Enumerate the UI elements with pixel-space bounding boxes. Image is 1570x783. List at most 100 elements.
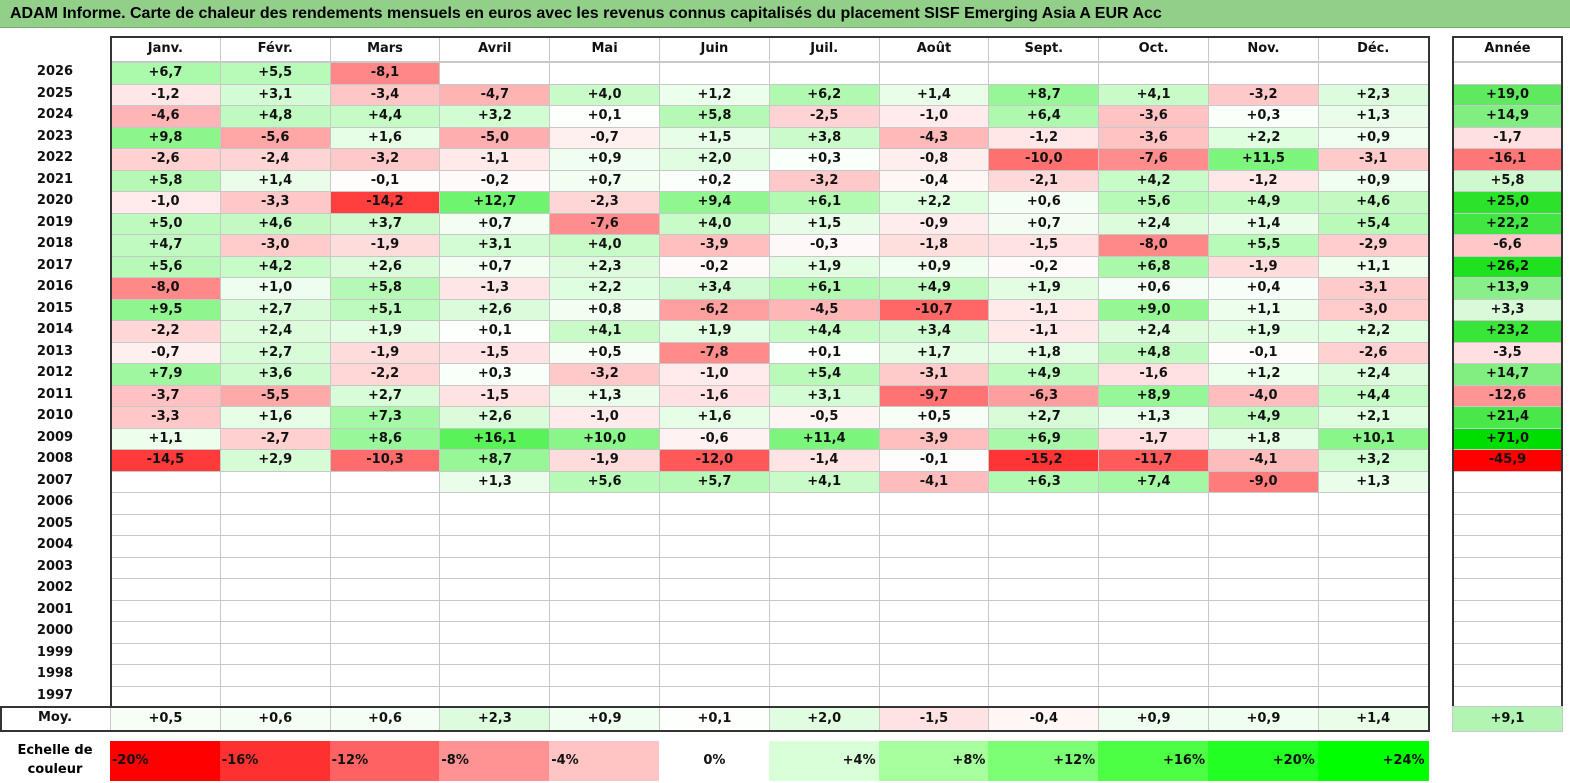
annual-cell: +19,0 — [1452, 83, 1563, 106]
heatmap-cell: -5,0 — [439, 126, 551, 149]
heatmap-cell — [659, 621, 770, 644]
year-label: 2021 — [0, 169, 110, 192]
heatmap-cell — [110, 535, 221, 558]
heatmap-cell: -3,1 — [1317, 148, 1429, 171]
heatmap-cell: -0,9 — [878, 212, 990, 235]
heatmap-cell: +9,0 — [1098, 298, 1209, 321]
heatmap-cell: -3,3 — [219, 191, 331, 214]
heatmap-cell — [768, 664, 880, 687]
heatmap-cell: -7,6 — [549, 212, 660, 235]
heatmap-cell: +5,4 — [1317, 212, 1429, 235]
heatmap-cell: +1,6 — [219, 406, 331, 429]
heatmap-cell: +8,6 — [329, 427, 441, 450]
heatmap-cell — [878, 599, 990, 622]
heatmap-cell — [1208, 664, 1319, 687]
heatmap-cell — [878, 642, 990, 665]
heatmap-cell: +0,6 — [988, 191, 1100, 214]
heatmap-cell — [329, 685, 441, 708]
heatmap-cell — [219, 599, 331, 622]
heatmap-cell: +10,1 — [1317, 427, 1429, 450]
heatmap-cell — [768, 556, 880, 579]
heatmap-cell: +1,6 — [329, 126, 441, 149]
heatmap-cell: +16,1 — [439, 427, 551, 450]
heatmap-cell: +4,4 — [1317, 384, 1429, 407]
annual-cell — [1452, 556, 1563, 579]
year-label: 2017 — [0, 255, 110, 278]
heatmap-cell: -1,9 — [549, 449, 660, 472]
color-scale-stop: +16% — [1098, 741, 1209, 781]
heatmap-cell: +5,5 — [219, 62, 331, 85]
heatmap-cell: -0,7 — [549, 126, 660, 149]
heatmap-cell: -7,6 — [1098, 148, 1209, 171]
heatmap-cell: +8,9 — [1098, 384, 1209, 407]
heatmap-cell — [878, 556, 990, 579]
heatmap-cell — [1208, 62, 1319, 85]
heatmap-cell: +0,7 — [988, 212, 1100, 235]
heatmap-cell: +0,1 — [768, 341, 880, 364]
heatmap-cell: +4,8 — [1098, 341, 1209, 364]
heatmap-cell: +5,0 — [110, 212, 221, 235]
heatmap-cell — [768, 621, 880, 644]
heatmap-cell — [659, 492, 770, 515]
heatmap-cell: -1,0 — [549, 406, 660, 429]
heatmap-cell — [329, 664, 441, 687]
average-cell: +0,9 — [549, 706, 660, 732]
heatmap-cell: +0,1 — [549, 105, 660, 128]
heatmap-cell: -8,0 — [1098, 234, 1209, 257]
heatmap-cell — [549, 642, 660, 665]
heatmap-cell: +10,0 — [549, 427, 660, 450]
heatmap-cell: +1,9 — [768, 255, 880, 278]
chart-title: ADAM Informe. Carte de chaleur des rende… — [0, 0, 1570, 28]
heatmap-cell — [659, 62, 770, 85]
heatmap-cell: +0,7 — [439, 212, 551, 235]
heatmap-cell: +2,2 — [1317, 320, 1429, 343]
heatmap-cell: +4,2 — [1098, 169, 1209, 192]
heatmap-cell: +2,4 — [1317, 363, 1429, 386]
year-label: 2025 — [0, 83, 110, 106]
annual-cell: -1,7 — [1452, 126, 1563, 149]
annual-cell — [1452, 535, 1563, 558]
year-label: 2019 — [0, 212, 110, 235]
heatmap-cell: -3,2 — [1208, 83, 1319, 106]
heatmap-cell — [110, 642, 221, 665]
heatmap-cell: +2,3 — [1317, 83, 1429, 106]
heatmap-cell: -3,1 — [878, 363, 990, 386]
heatmap-cell: -3,0 — [219, 234, 331, 257]
annual-cell: -3,5 — [1452, 341, 1563, 364]
heatmap-cell: -1,5 — [439, 341, 551, 364]
annual-cell — [1452, 621, 1563, 644]
month-header: Janv. — [110, 36, 221, 62]
heatmap-cell: +1,8 — [1208, 427, 1319, 450]
heatmap-cell: +0,9 — [1317, 126, 1429, 149]
color-scale-stop: +4% — [768, 741, 880, 781]
heatmap-cell — [1208, 492, 1319, 515]
heatmap-cell — [439, 685, 551, 708]
heatmap-cell: +2,6 — [439, 406, 551, 429]
heatmap-cell — [878, 492, 990, 515]
heatmap-cell — [1208, 578, 1319, 601]
heatmap-cell: +5,8 — [329, 277, 441, 300]
heatmap-cell — [1098, 599, 1209, 622]
heatmap-cell: +3,2 — [1317, 449, 1429, 472]
year-label: 2002 — [0, 578, 110, 601]
heatmap-cell: +4,4 — [329, 105, 441, 128]
month-header: Juin — [659, 36, 770, 62]
heatmap-cell: -15,2 — [988, 449, 1100, 472]
year-label: 2018 — [0, 234, 110, 257]
heatmap-cell: -2,7 — [219, 427, 331, 450]
heatmap-cell: +4,9 — [878, 277, 990, 300]
heatmap-cell: -2,6 — [1317, 341, 1429, 364]
heatmap-cell — [1317, 513, 1429, 536]
heatmap-cell — [768, 685, 880, 708]
heatmap-cell: +3,8 — [768, 126, 880, 149]
heatmap-cell: +1,1 — [110, 427, 221, 450]
heatmap-cell — [549, 62, 660, 85]
color-scale-stop: -16% — [219, 741, 331, 781]
heatmap-cell: -9,7 — [878, 384, 990, 407]
month-header: Nov. — [1208, 36, 1319, 62]
heatmap-cell: -2,2 — [110, 320, 221, 343]
heatmap-cell — [659, 685, 770, 708]
heatmap-cell: -4,3 — [878, 126, 990, 149]
heatmap-cell: -3,6 — [1098, 126, 1209, 149]
